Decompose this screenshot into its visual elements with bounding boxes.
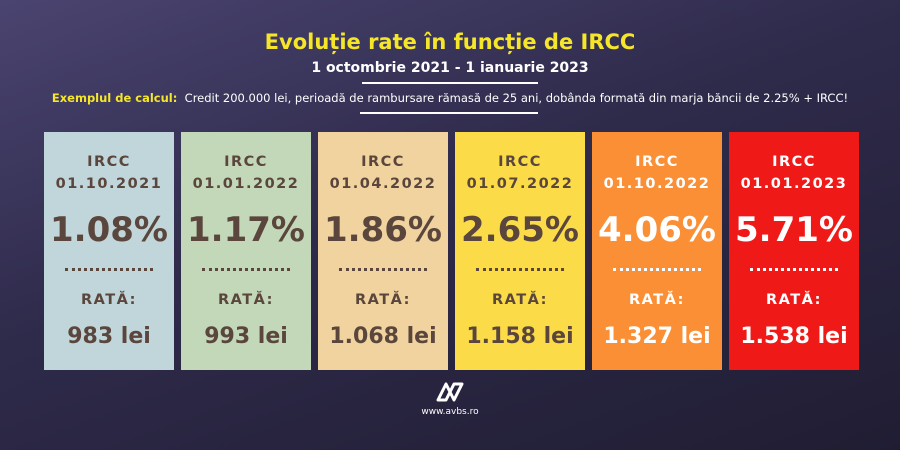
ircc-value: 1.86% [324, 210, 442, 250]
dotted-separator [202, 268, 290, 271]
rata-value: 1.538 lei [740, 324, 848, 349]
ircc-card: IRCC 01.01.2023 5.71% RATĂ: 1.538 lei [729, 132, 859, 370]
rata-value: 1.068 lei [329, 324, 437, 349]
avbs-logo-icon [436, 382, 464, 402]
ircc-label: IRCC [635, 154, 679, 170]
ircc-date: 01.04.2022 [329, 176, 437, 192]
dotted-separator [750, 268, 838, 271]
rata-label: RATĂ: [355, 292, 411, 308]
page-title: Evoluție rate în funcție de IRCC [264, 30, 636, 54]
ircc-label: IRCC [772, 154, 816, 170]
ircc-date: 01.10.2021 [55, 176, 163, 192]
rata-label: RATĂ: [218, 292, 274, 308]
rata-value: 993 lei [204, 324, 288, 349]
ircc-card: IRCC 01.10.2022 4.06% RATĂ: 1.327 lei [592, 132, 722, 370]
example-divider [360, 112, 538, 114]
ircc-value: 2.65% [461, 210, 579, 250]
subtitle-divider [362, 82, 538, 84]
dotted-separator [476, 268, 564, 271]
rata-label: RATĂ: [766, 292, 822, 308]
rata-label: RATĂ: [629, 292, 685, 308]
ircc-date: 01.10.2022 [603, 176, 711, 192]
ircc-card: IRCC 01.01.2022 1.17% RATĂ: 993 lei [181, 132, 311, 370]
example-text: Credit 200.000 lei, perioadă de rambursa… [184, 91, 849, 105]
rata-value: 1.327 lei [603, 324, 711, 349]
ircc-label: IRCC [361, 154, 405, 170]
ircc-date: 01.01.2022 [192, 176, 300, 192]
ircc-label: IRCC [498, 154, 542, 170]
ircc-value: 5.71% [735, 210, 853, 250]
ircc-date: 01.01.2023 [740, 176, 848, 192]
rata-label: RATĂ: [492, 292, 548, 308]
dotted-separator [65, 268, 153, 271]
website-link[interactable]: www.avbs.ro [421, 407, 479, 417]
ircc-cards: IRCC 01.10.2021 1.08% RATĂ: 983 lei IRCC 01.01… [44, 132, 859, 370]
ircc-label: IRCC [224, 154, 268, 170]
ircc-label: IRCC [87, 154, 131, 170]
dotted-separator [339, 268, 427, 271]
rata-value: 1.158 lei [466, 324, 574, 349]
ircc-value: 1.08% [50, 210, 168, 250]
ircc-value: 1.17% [187, 210, 305, 250]
dotted-separator [613, 268, 701, 271]
ircc-date: 01.07.2022 [466, 176, 574, 192]
ircc-card: IRCC 01.10.2021 1.08% RATĂ: 983 lei [44, 132, 174, 370]
ircc-card: IRCC 01.04.2022 1.86% RATĂ: 1.068 lei [318, 132, 448, 370]
example-label: Exemplul de calcul: [51, 91, 178, 105]
period-subtitle: 1 octombrie 2021 - 1 ianuarie 2023 [311, 60, 589, 76]
rata-value: 983 lei [67, 324, 151, 349]
ircc-value: 4.06% [598, 210, 716, 250]
ircc-card: IRCC 01.07.2022 2.65% RATĂ: 1.158 lei [455, 132, 585, 370]
calculation-example: Exemplul de calcul: Credit 200.000 lei, … [0, 91, 900, 105]
rata-label: RATĂ: [81, 292, 137, 308]
